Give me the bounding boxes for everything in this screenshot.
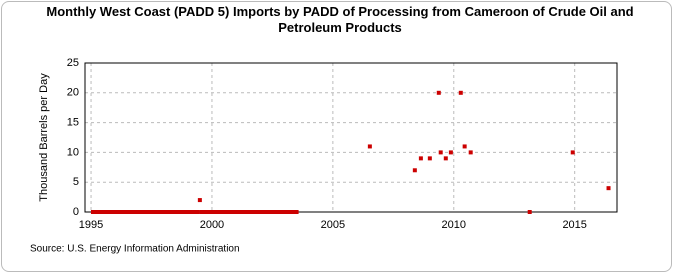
y-tick-label: 0	[73, 206, 79, 218]
point	[527, 210, 532, 214]
point	[193, 210, 198, 214]
point	[115, 210, 120, 214]
x-tick-label: 2015	[562, 219, 586, 231]
y-tick-label: 25	[67, 57, 79, 69]
point	[418, 156, 423, 161]
point	[290, 210, 295, 214]
point	[272, 210, 277, 214]
point	[230, 210, 235, 214]
point	[199, 210, 204, 214]
point	[187, 210, 192, 214]
source-note: Source: U.S. Energy Information Administ…	[30, 244, 240, 255]
chart-border	[1, 1, 672, 272]
point	[448, 150, 453, 155]
point	[412, 168, 417, 173]
point	[127, 210, 132, 214]
point	[438, 150, 443, 155]
point	[139, 210, 144, 214]
point	[367, 144, 372, 149]
x-tick-label: 2010	[442, 219, 466, 231]
point	[248, 210, 253, 214]
point	[254, 210, 259, 214]
point	[157, 210, 162, 214]
point	[443, 156, 448, 161]
point	[205, 210, 210, 214]
y-tick-label: 5	[73, 176, 79, 188]
point	[195, 210, 200, 214]
point	[97, 210, 102, 214]
point	[90, 210, 95, 214]
point	[211, 210, 216, 214]
point	[181, 210, 186, 214]
y-tick-label: 15	[67, 117, 79, 129]
point	[260, 210, 265, 214]
point	[462, 144, 467, 149]
point	[103, 210, 108, 214]
point	[570, 150, 575, 155]
point	[175, 210, 180, 214]
point	[223, 210, 228, 214]
point	[427, 156, 432, 161]
point	[436, 90, 441, 95]
point	[242, 210, 247, 214]
y-tick-label: 10	[67, 146, 79, 158]
point	[169, 210, 174, 214]
chart-title: Monthly West Coast (PADD 5) Imports by P…	[46, 4, 634, 35]
point	[606, 186, 611, 191]
point	[217, 210, 222, 214]
point	[468, 150, 473, 155]
plot-frame	[84, 62, 618, 213]
x-tick-label: 1995	[79, 219, 103, 231]
point	[294, 210, 299, 214]
point	[109, 210, 114, 214]
point	[133, 210, 138, 214]
point	[163, 210, 168, 214]
point	[151, 210, 156, 214]
y-axis-label: Thousand Barrels per Day	[38, 73, 50, 202]
point	[236, 210, 241, 214]
point	[266, 210, 271, 214]
point	[284, 210, 289, 214]
x-tick-label: 2000	[200, 219, 224, 231]
x-tick-label: 2005	[321, 219, 345, 231]
point	[121, 210, 126, 214]
point	[197, 198, 202, 203]
y-tick-label: 20	[67, 87, 79, 99]
point	[458, 90, 463, 95]
point	[278, 210, 283, 214]
point	[145, 210, 150, 214]
